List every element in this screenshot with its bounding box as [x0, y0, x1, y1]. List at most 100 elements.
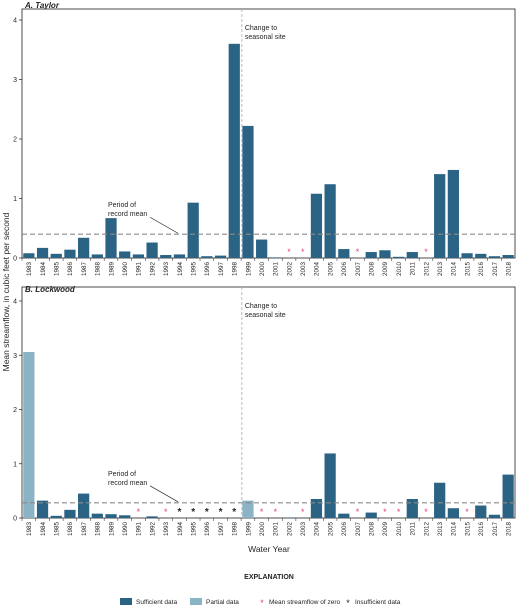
bar-2017 — [488, 256, 501, 258]
zero-marker-2015: * — [465, 507, 469, 517]
x-tick-label: 2007 — [355, 262, 362, 277]
x-tick-label: 1987 — [81, 262, 88, 277]
x-tick-label: 2007 — [355, 522, 362, 537]
y-tick-label: 0 — [13, 516, 17, 523]
x-tick-label: 2009 — [382, 522, 389, 537]
x-tick-label: 1984 — [40, 262, 47, 277]
y-tick-label: 3 — [13, 353, 17, 360]
legend-marker-insufficient: * — [346, 598, 350, 608]
x-tick-label: 1997 — [218, 262, 225, 277]
x-tick-label: 2000 — [259, 522, 266, 537]
insufficient-marker-1994: * — [178, 507, 182, 518]
zero-marker-2009: * — [383, 507, 387, 517]
bar-2008 — [365, 512, 377, 518]
x-tick-label: 2008 — [369, 522, 376, 537]
bar-1998 — [228, 43, 240, 258]
x-tick-label: 2017 — [492, 262, 499, 277]
bar-1990 — [119, 251, 131, 258]
bar-1983 — [23, 351, 35, 518]
bar-1997 — [214, 255, 227, 258]
bar-2006 — [338, 249, 350, 258]
x-tick-label: 2002 — [286, 262, 293, 277]
zero-marker-1991: * — [137, 507, 141, 517]
mean-label-leader — [149, 216, 179, 234]
x-tick-label: 1989 — [108, 522, 115, 537]
x-tick-label: 2003 — [300, 522, 307, 537]
y-tick-label: 3 — [13, 77, 17, 84]
legend-swatch-sufficient — [120, 598, 132, 605]
y-tick-label: 2 — [13, 407, 17, 414]
y-tick-label: 2 — [13, 137, 17, 144]
zero-marker-2007: * — [356, 507, 360, 517]
x-tick-label: 1999 — [245, 522, 252, 537]
bar-2004 — [310, 499, 323, 518]
x-tick-label: 2015 — [464, 262, 471, 277]
panel-title: A. Taylor — [24, 1, 60, 10]
legend: Sufficient data Partial data * Mean streamf… — [120, 598, 401, 608]
bar-2001 — [269, 257, 281, 258]
x-tick-label: 1985 — [54, 522, 61, 537]
legend-label-sufficient: Sufficient data — [136, 599, 177, 606]
x-tick-label: 1992 — [149, 522, 156, 537]
x-tick-label: 2000 — [259, 262, 266, 277]
x-tick-label: 1991 — [136, 522, 143, 537]
x-tick-label: 1989 — [108, 262, 115, 277]
x-tick-label: 2018 — [505, 262, 512, 277]
x-tick-label: 1995 — [190, 262, 197, 277]
x-tick-label: 1985 — [54, 262, 61, 277]
legend-swatch-partial — [190, 598, 202, 605]
bar-2014 — [447, 508, 459, 518]
x-tick-label: 2006 — [341, 522, 348, 537]
bar-2005 — [324, 453, 336, 518]
mean-label: record mean — [108, 211, 147, 218]
x-tick-label: 2011 — [410, 522, 417, 536]
zero-marker-2012: * — [424, 247, 428, 257]
mean-label: Period of — [108, 471, 136, 478]
x-tick-label: 1986 — [67, 522, 74, 537]
bar-1989 — [105, 514, 117, 518]
x-tick-label: 2013 — [437, 522, 444, 537]
y-tick-label: 4 — [13, 18, 17, 25]
insufficient-marker-1997: * — [219, 507, 223, 518]
bar-1987 — [78, 493, 90, 518]
x-tick-label: 1986 — [67, 262, 74, 277]
x-tick-label: 2004 — [314, 522, 321, 537]
bar-1986 — [64, 509, 76, 518]
bar-1993 — [160, 255, 172, 258]
bar-1988 — [91, 513, 103, 518]
x-tick-label: 1988 — [95, 522, 102, 537]
mean-label: record mean — [108, 480, 147, 487]
bar-1983 — [23, 253, 35, 258]
bar-2011 — [406, 499, 418, 518]
x-tick-label: 1988 — [95, 262, 102, 277]
x-tick-label: 1983 — [26, 262, 33, 277]
zero-marker-2010: * — [397, 507, 401, 517]
zero-marker-2003: * — [301, 247, 305, 257]
x-tick-label: 2006 — [341, 262, 348, 277]
bar-2006 — [338, 513, 350, 518]
x-tick-label: 2005 — [327, 262, 334, 277]
y-axis-label: Mean streamflow, in cubic feet per secon… — [1, 212, 11, 371]
bar-2005 — [324, 184, 336, 258]
x-tick-label: 2002 — [286, 522, 293, 537]
bar-1985 — [50, 515, 62, 518]
bar-2004 — [310, 193, 323, 258]
x-tick-label: 1998 — [232, 262, 239, 277]
bar-1996 — [201, 256, 213, 258]
x-tick-label: 2014 — [451, 522, 458, 537]
zero-marker-2012: * — [424, 507, 428, 517]
mean-label-leader — [149, 485, 179, 503]
x-tick-label: 2012 — [423, 522, 430, 537]
legend-label-insufficient: Insufficient data — [355, 599, 401, 606]
bar-2008 — [365, 252, 377, 258]
bar-2018 — [502, 474, 514, 518]
x-tick-label: 1994 — [177, 262, 184, 277]
mean-label: Period of — [108, 202, 136, 209]
bar-2013 — [434, 174, 446, 258]
bar-1989 — [105, 218, 117, 258]
bar-2011 — [406, 252, 418, 258]
x-tick-label: 1993 — [163, 262, 170, 277]
chart-panels: A. Taylor 0 1 2 3 4 Change to seasonal site Peri… — [13, 1, 516, 537]
y-tick-label: 4 — [13, 299, 17, 306]
bar-1991 — [132, 254, 145, 258]
